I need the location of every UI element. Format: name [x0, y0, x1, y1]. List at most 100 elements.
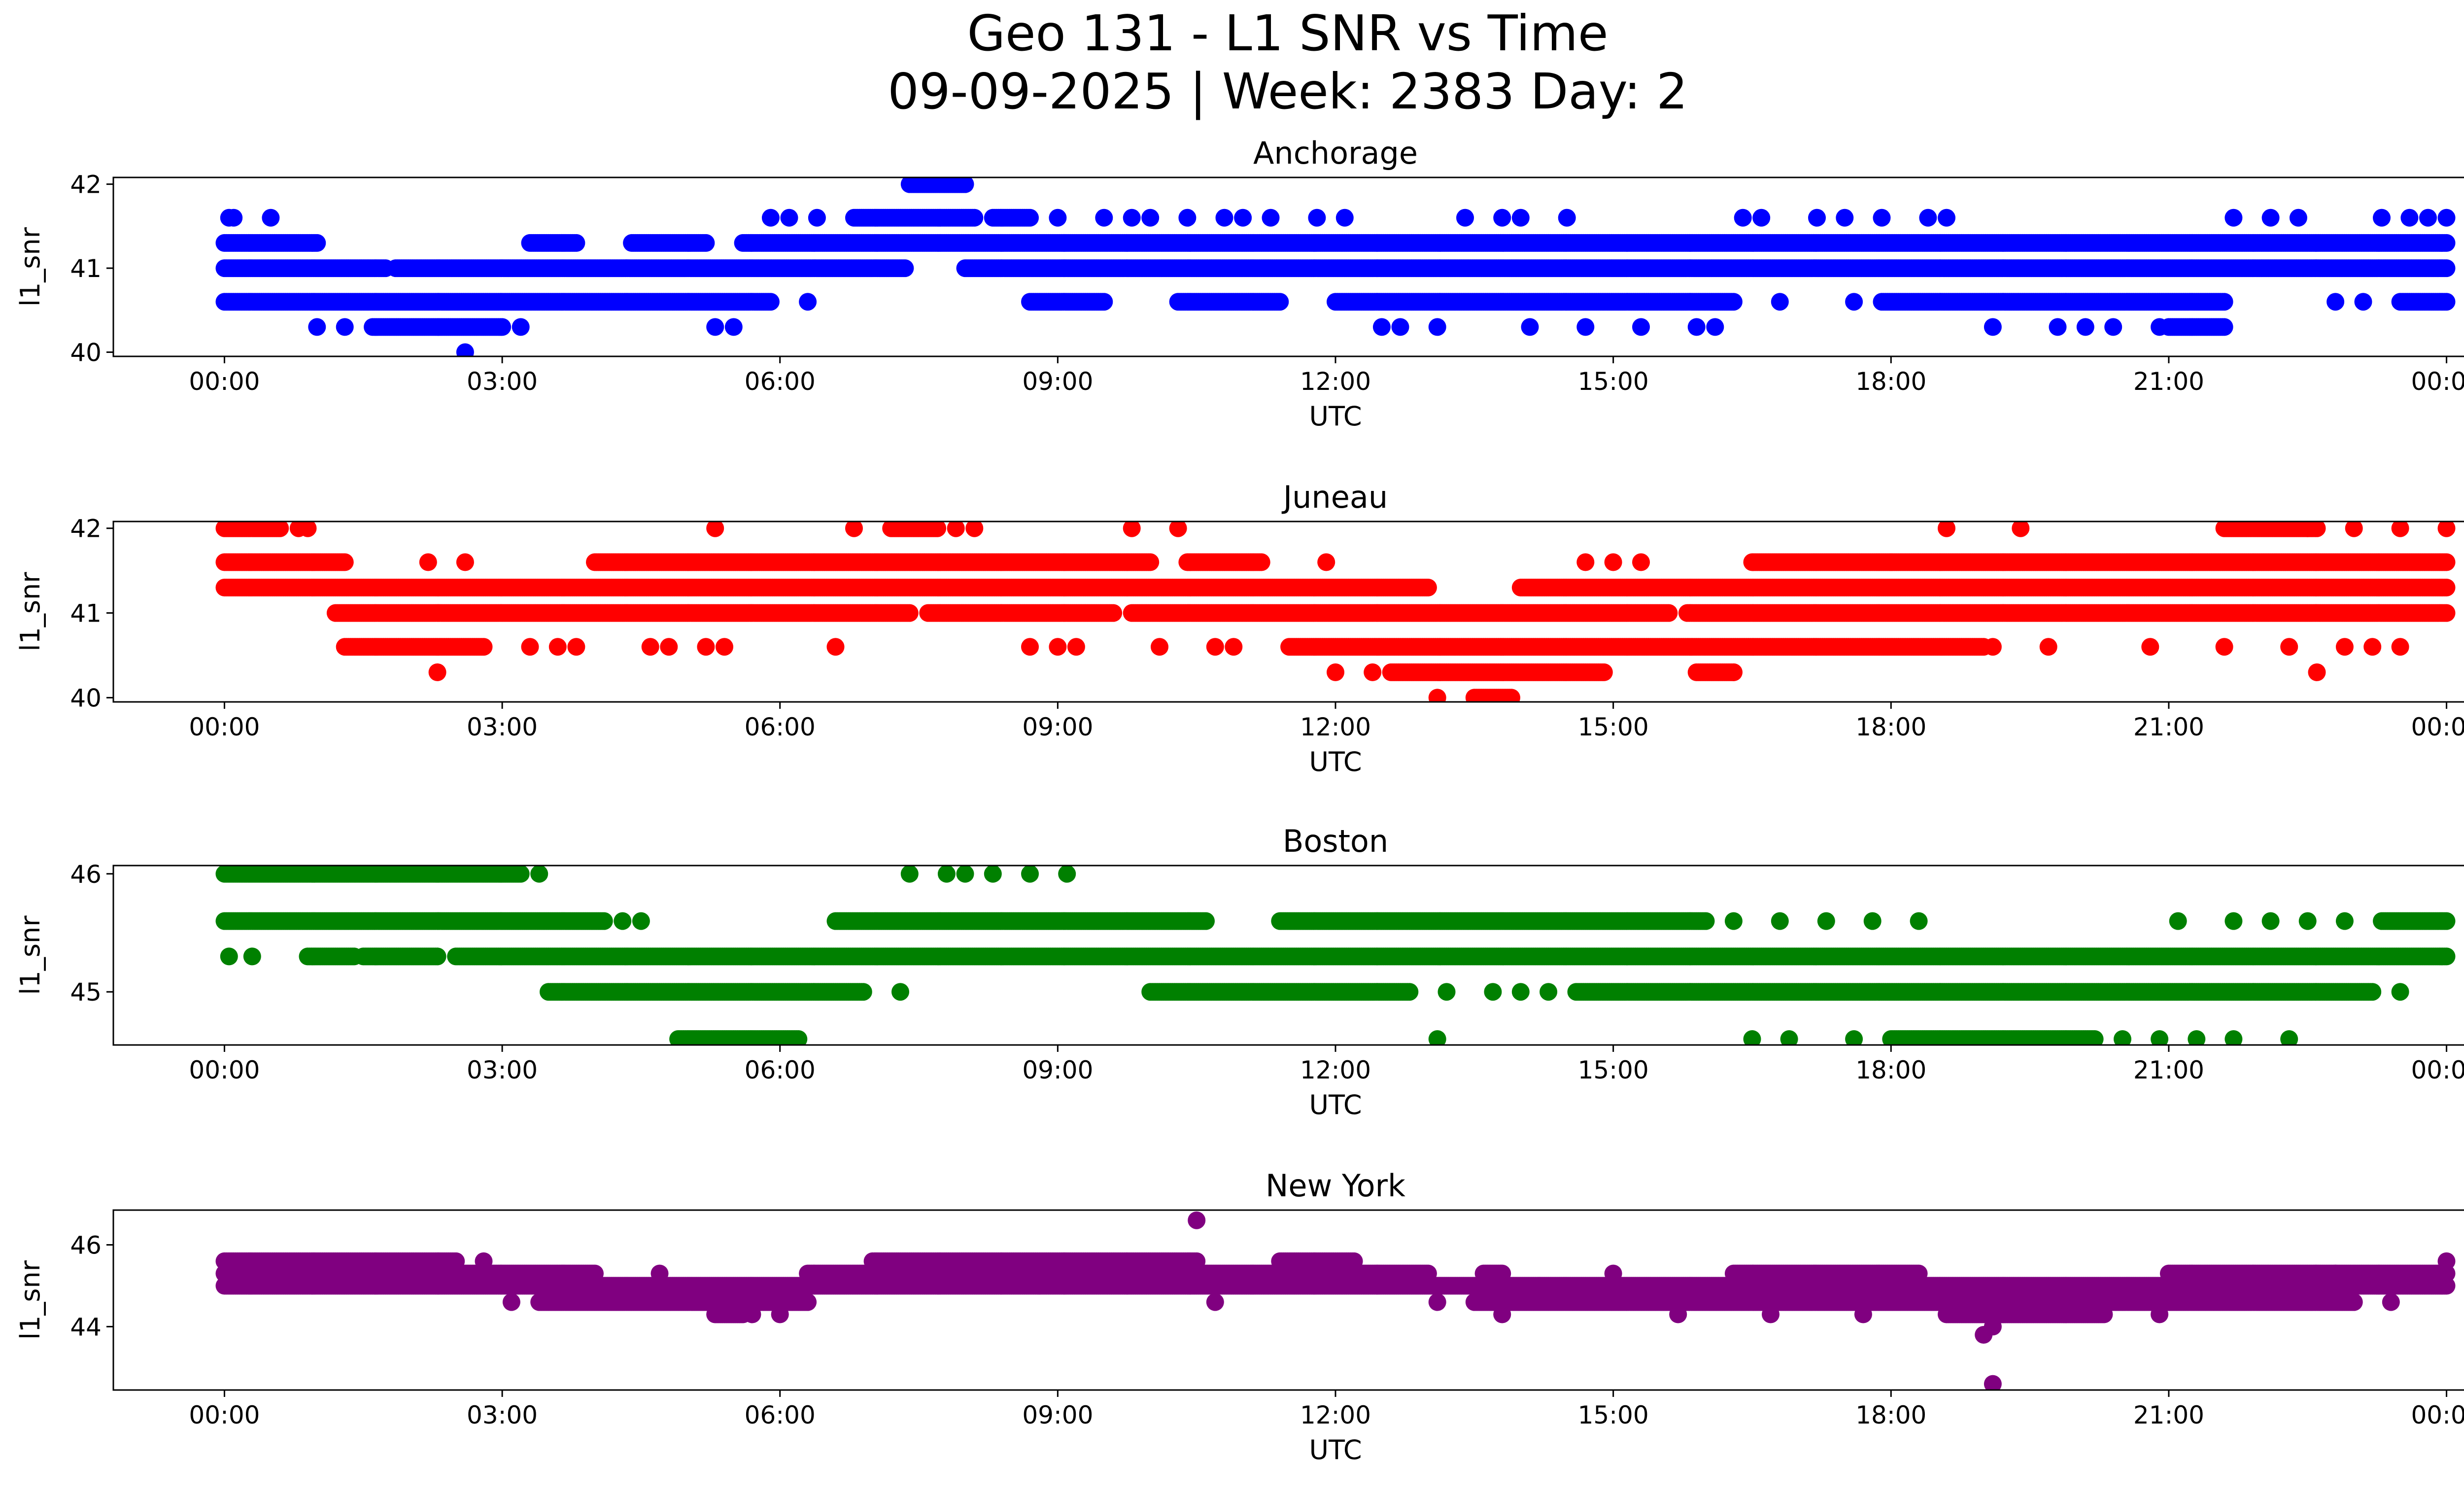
data-point — [1123, 209, 1141, 227]
data-point — [1252, 553, 1270, 571]
data-point — [1521, 318, 1539, 336]
data-point — [956, 177, 974, 193]
data-point — [1419, 579, 1437, 596]
data-point — [2437, 209, 2456, 227]
data-point — [2400, 209, 2419, 227]
figure-title-line2: 09-09-2025 | Week: 2383 Day: 2 — [888, 63, 1687, 120]
subplot-title: Anchorage — [1253, 135, 1418, 171]
data-point — [761, 293, 780, 311]
data-point — [512, 318, 530, 336]
data-point — [1262, 209, 1280, 227]
data-point — [336, 553, 354, 571]
data-point — [308, 318, 326, 336]
data-point — [2327, 293, 2345, 311]
data-point — [1095, 293, 1113, 311]
data-point — [2437, 259, 2456, 278]
data-point — [456, 343, 474, 356]
data-point — [2215, 293, 2233, 311]
x-tick-label: 15:00 — [1578, 367, 1649, 396]
data-point — [1456, 209, 1474, 227]
data-point — [1234, 209, 1252, 227]
data-point — [262, 209, 280, 227]
data-point — [567, 234, 585, 252]
x-axis-label: UTC — [1309, 401, 1362, 432]
x-tick-label: 00:00 — [2411, 367, 2464, 396]
data-point — [1493, 209, 1511, 227]
data-point — [706, 318, 724, 336]
data-point — [1391, 318, 1409, 336]
data-point — [225, 209, 243, 227]
data-point — [808, 209, 826, 227]
data-point — [2104, 318, 2122, 336]
data-point — [896, 259, 914, 278]
data-point — [271, 522, 289, 537]
data-point — [1752, 209, 1771, 227]
data-point — [1938, 209, 1955, 227]
data-point — [493, 318, 512, 336]
data-point — [1706, 318, 1724, 336]
data-point — [1558, 209, 1576, 227]
data-point — [2049, 318, 2067, 336]
data-point — [2419, 209, 2437, 227]
data-point — [724, 318, 743, 336]
data-point — [1215, 209, 1233, 227]
data-point — [1845, 293, 1863, 311]
data-point — [1049, 209, 1067, 227]
data-point — [2151, 318, 2169, 336]
data-point — [2373, 209, 2391, 227]
data-point — [1734, 209, 1752, 227]
data-point — [1141, 553, 1160, 571]
data-point — [2289, 209, 2307, 227]
data-point — [336, 318, 354, 336]
data-point — [1919, 209, 1937, 227]
data-point — [1724, 293, 1743, 311]
data-point — [1021, 209, 1039, 227]
data-point — [2261, 209, 2280, 227]
data-point — [2354, 293, 2372, 311]
figure-title-line1: Geo 131 - L1 SNR vs Time — [967, 4, 1608, 62]
data-point — [2437, 553, 2456, 571]
data-point — [1271, 293, 1289, 311]
data-point — [2437, 234, 2456, 252]
x-tick-label: 00:00 — [189, 367, 260, 396]
data-point — [2437, 293, 2456, 311]
subplots-group: Anchorage 00:00 03:00 06:00 09:00 12:00 15:00 1… — [15, 135, 2464, 1465]
x-tick-label: 03:00 — [467, 367, 538, 396]
data-point — [2224, 209, 2243, 227]
data-point — [2215, 318, 2233, 336]
x-tick-label: 18:00 — [1855, 367, 1926, 396]
x-tick-label: 12:00 — [1300, 367, 1371, 396]
y-tick-label: 41 — [70, 254, 102, 283]
data-point — [780, 209, 798, 227]
data-point — [1873, 209, 1891, 227]
x-tick-label: 21:00 — [2133, 367, 2204, 396]
data-point — [1687, 318, 1706, 336]
data-point — [1178, 209, 1197, 227]
data-point — [1836, 209, 1854, 227]
data-point — [1095, 209, 1113, 227]
data-points-juneau — [215, 522, 2456, 702]
x-tick-label: 06:00 — [745, 367, 816, 396]
data-point — [1141, 209, 1160, 227]
data-point — [1771, 293, 1789, 311]
data-point — [1511, 209, 1530, 227]
data-point — [965, 209, 984, 227]
subplot-title: Juneau — [1281, 479, 1388, 515]
y-axis-label: l1_snr — [15, 227, 46, 307]
data-point — [1428, 318, 1446, 336]
data-point — [1372, 318, 1391, 336]
x-tick-label: 09:00 — [1022, 367, 1093, 396]
data-point — [1576, 318, 1595, 336]
data-point — [799, 293, 817, 311]
data-point — [928, 522, 947, 537]
y-tick-label: 40 — [70, 338, 102, 367]
data-point — [697, 234, 715, 252]
data-point — [2076, 318, 2094, 336]
data-point — [308, 234, 326, 252]
data-point — [1335, 209, 1354, 227]
data-point — [761, 209, 780, 227]
data-point — [1984, 318, 2002, 336]
y-tick-label: 42 — [70, 171, 102, 199]
